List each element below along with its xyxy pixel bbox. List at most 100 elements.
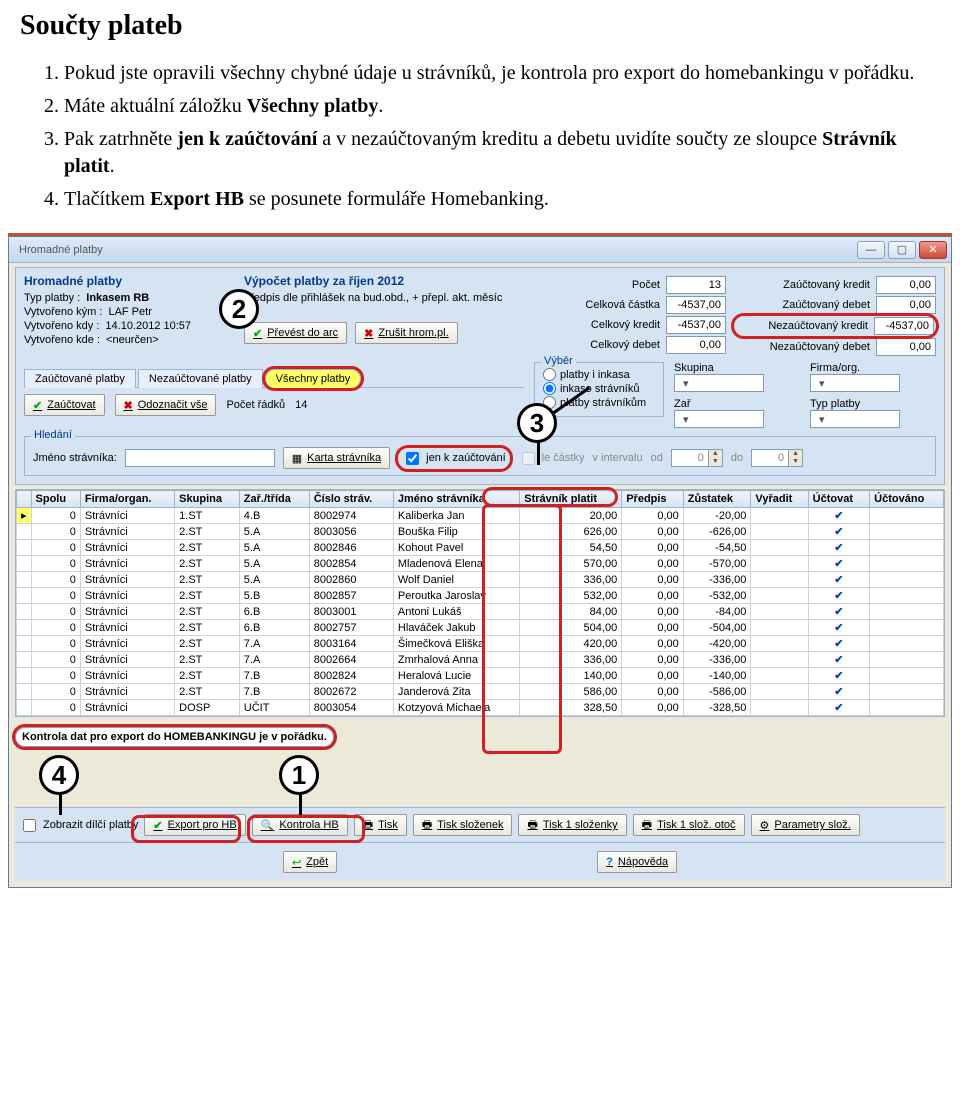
th-firma[interactable]: Firma/organ. bbox=[80, 491, 174, 508]
tisk-slozenek-button[interactable]: 🖶Tisk složenek bbox=[413, 814, 513, 836]
calc-title: Výpočet platby za říjen 2012 bbox=[244, 274, 504, 288]
ndebet-value: 0,00 bbox=[876, 338, 936, 356]
pocet-radku-value: 14 bbox=[295, 399, 307, 411]
celkova-value: -4537,00 bbox=[666, 296, 726, 314]
grid-icon: ▦ bbox=[292, 452, 302, 465]
doc-list: Pokud jste opravili všechny chybné údaje… bbox=[20, 60, 940, 213]
check-icon bbox=[153, 819, 162, 832]
table-row[interactable]: 0Strávníci2.ST6.B8002757Hlaváček Jakub50… bbox=[17, 620, 944, 636]
maximize-button[interactable]: ▢ bbox=[888, 241, 916, 259]
tab-vsechny[interactable]: Všechny platby bbox=[265, 369, 362, 388]
celkova-label: Celková částka bbox=[524, 299, 666, 311]
table-row[interactable]: 0Strávníci2.ST7.A8002664Zmrhalová Anna33… bbox=[17, 652, 944, 668]
gear-icon: ⚙ bbox=[760, 819, 770, 832]
kym-label: Vytvořeno kým : bbox=[24, 306, 102, 318]
search-input[interactable] bbox=[125, 449, 275, 467]
table-row[interactable]: ▸0Strávníci1.ST4.B8002974Kaliberka Jan20… bbox=[17, 508, 944, 524]
callout-4: 4 bbox=[39, 755, 79, 795]
od-spinner[interactable]: 0▲▼ bbox=[671, 449, 723, 467]
table-row[interactable]: 0Strávníci2.ST5.A8003056Bouška Filip626,… bbox=[17, 524, 944, 540]
th-jmeno[interactable]: Jméno strávníka bbox=[393, 491, 519, 508]
kde-value: <neurčen> bbox=[106, 334, 159, 346]
th-vyradit[interactable]: Vyřadit bbox=[751, 491, 808, 508]
titlebar: Hromadné platby — ▢ ✕ bbox=[9, 237, 951, 263]
th-uctovat[interactable]: Účtovat bbox=[808, 491, 870, 508]
close-button[interactable]: ✕ bbox=[919, 241, 947, 259]
zauctovat-button[interactable]: Zaúčtovat bbox=[24, 394, 105, 416]
th-cislo[interactable]: Číslo stráv. bbox=[309, 491, 393, 508]
data-table-wrap: Spolu Firma/organ. Skupina Zař./třída Čí… bbox=[15, 489, 945, 717]
nav-footer: ↩Zpět ?Nápověda bbox=[15, 842, 945, 881]
back-arrow-icon: ↩ bbox=[292, 856, 301, 869]
vyber-legend: Výběr bbox=[541, 355, 576, 367]
window-title: Hromadné platby bbox=[13, 244, 854, 256]
prevest-button[interactable]: Převést do arc bbox=[244, 322, 347, 344]
th-uctovano[interactable]: Účtováno bbox=[870, 491, 944, 508]
table-row[interactable]: 0Strávníci2.ST7.A8003164Šimečková Eliška… bbox=[17, 636, 944, 652]
zdebet-value: 0,00 bbox=[876, 296, 936, 314]
check-icon bbox=[33, 399, 42, 412]
th-platit[interactable]: Strávník platit bbox=[520, 491, 622, 508]
pocet-label: Počet bbox=[524, 279, 666, 291]
magnifier-icon: 🔍 bbox=[261, 819, 275, 832]
minimize-button[interactable]: — bbox=[857, 241, 885, 259]
printer-icon: 🖶 bbox=[422, 816, 432, 835]
interval-label: v intervalu bbox=[592, 452, 642, 464]
export-hb-button[interactable]: Export pro HB bbox=[144, 814, 245, 836]
nkredit-label: Nezaúčtovaný kredit bbox=[736, 320, 874, 332]
callout-2: 2 bbox=[219, 289, 259, 329]
odznacit-button[interactable]: Odoznačit vše bbox=[115, 394, 217, 416]
napoveda-button[interactable]: ?Nápověda bbox=[597, 851, 677, 873]
od-label: od bbox=[651, 452, 663, 464]
check-icon bbox=[253, 327, 262, 340]
typplatby-dropdown[interactable] bbox=[810, 410, 900, 428]
zpet-button[interactable]: ↩Zpět bbox=[283, 851, 337, 873]
table-row[interactable]: 0Strávníci2.ST5.A8002854Mladenová Elena5… bbox=[17, 556, 944, 572]
table-row[interactable]: 0Strávníci2.ST6.B8003001Antoni Lukáš84,0… bbox=[17, 604, 944, 620]
th-zustatek[interactable]: Zůstatek bbox=[683, 491, 751, 508]
tab-nezauctovane[interactable]: Nezaúčtované platby bbox=[138, 369, 263, 388]
data-table: Spolu Firma/organ. Skupina Zař./třída Čí… bbox=[16, 490, 944, 716]
printer-icon: 🖶 bbox=[363, 816, 373, 835]
tisk1otoc-button[interactable]: 🖶Tisk 1 slož. otoč bbox=[633, 814, 745, 836]
zar-label: Zař bbox=[674, 398, 691, 410]
zrusit-button[interactable]: Zrušit hrom.pl. bbox=[355, 322, 458, 344]
kontrola-hb-button[interactable]: 🔍Kontrola HB bbox=[252, 814, 348, 836]
th-spolu[interactable]: Spolu bbox=[31, 491, 80, 508]
x-icon bbox=[364, 327, 373, 340]
th-predpis[interactable]: Předpis bbox=[622, 491, 684, 508]
table-row[interactable]: 0Strávníci2.ST5.B8002857Peroutka Jarosla… bbox=[17, 588, 944, 604]
jen-zauct-checkbox[interactable]: jen k zaúčtování bbox=[398, 448, 510, 469]
do-label: do bbox=[731, 452, 743, 464]
ckredit-value: -4537,00 bbox=[666, 316, 726, 334]
firma-label: Firma/org. bbox=[810, 362, 860, 374]
ndebet-label: Nezaúčtovaný debet bbox=[734, 341, 876, 353]
do-spinner[interactable]: 0▲▼ bbox=[751, 449, 803, 467]
table-row[interactable]: 0Strávníci2.ST5.A8002846Kohout Pavel54,5… bbox=[17, 540, 944, 556]
tisk1-button[interactable]: 🖶Tisk 1 složenky bbox=[518, 814, 626, 836]
tab-zauctovane[interactable]: Zaúčtované platby bbox=[24, 369, 136, 388]
kde-label: Vytvořeno kde : bbox=[24, 334, 100, 346]
table-row[interactable]: 0StrávníciDOSPUČIT8003054Kotzyová Michae… bbox=[17, 700, 944, 716]
dilci-checkbox[interactable]: Zobrazit dílčí platby bbox=[19, 816, 138, 835]
tisk-button[interactable]: 🖶Tisk bbox=[354, 814, 407, 836]
tabstrip: Zaúčtované platby Nezaúčtované platby Vš… bbox=[24, 368, 524, 388]
table-row[interactable]: 0Strávníci2.ST5.A8002860Wolf Daniel336,0… bbox=[17, 572, 944, 588]
skupina-dropdown[interactable] bbox=[674, 374, 764, 392]
karta-button[interactable]: ▦Karta strávníka bbox=[283, 447, 390, 469]
table-body: ▸0Strávníci1.ST4.B8002974Kaliberka Jan20… bbox=[17, 508, 944, 716]
th-skupina[interactable]: Skupina bbox=[175, 491, 240, 508]
list-item: Tlačítkem Export HB se posunete formulář… bbox=[64, 186, 940, 213]
zar-dropdown[interactable] bbox=[674, 410, 764, 428]
vyber-group: Výběr platby i inkasa inkaso strávníků p… bbox=[534, 362, 664, 417]
radio-platby-inkasa[interactable]: platby i inkasa bbox=[543, 368, 655, 381]
th-zar[interactable]: Zař./třída bbox=[239, 491, 309, 508]
table-row[interactable]: 0Strávníci2.ST7.B8002824Heralová Lucie14… bbox=[17, 668, 944, 684]
param-button[interactable]: ⚙Parametry slož. bbox=[751, 814, 860, 836]
kdy-label: Vytvořeno kdy : bbox=[24, 320, 99, 332]
lecastky-checkbox[interactable]: le částky bbox=[518, 449, 585, 468]
radio-inkaso[interactable]: inkaso strávníků bbox=[543, 382, 655, 395]
table-row[interactable]: 0Strávníci2.ST7.B8002672Janderová Zita58… bbox=[17, 684, 944, 700]
firma-dropdown[interactable] bbox=[810, 374, 900, 392]
doc-heading: Součty plateb bbox=[20, 10, 940, 42]
